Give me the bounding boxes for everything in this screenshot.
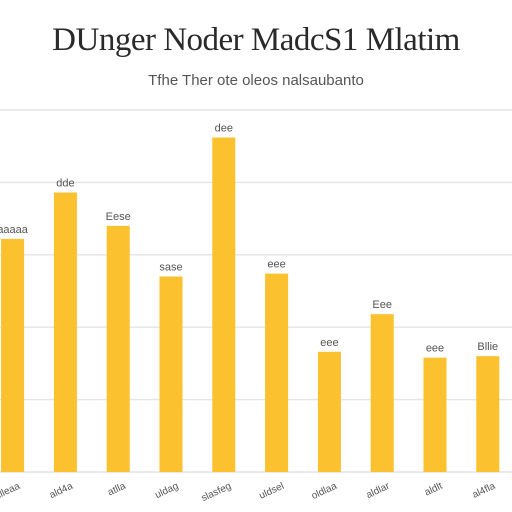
bar <box>265 273 289 472</box>
bar <box>1 238 25 472</box>
data-label: Eese <box>106 211 131 223</box>
chart-title: DUnger Noder MadcS1 Mlatim <box>52 22 460 58</box>
category-label: uldag <box>153 481 180 501</box>
category-label: atlla <box>106 481 128 499</box>
data-label: eee <box>267 259 285 271</box>
category-label: aldlar <box>365 480 392 501</box>
data-label: eee <box>320 337 338 349</box>
data-label: Bllie <box>477 341 498 353</box>
chart-subtitle: Tfhe Ther ote oleos nalsaubanto <box>148 72 364 89</box>
bar <box>53 192 77 472</box>
bar <box>317 351 341 472</box>
data-label: eee <box>426 343 444 355</box>
data-label: sase <box>159 262 182 274</box>
bar <box>159 276 183 472</box>
data-label: Eee <box>372 299 392 311</box>
data-label: dde <box>56 178 74 190</box>
data-label: aaaaa <box>0 224 29 236</box>
category-label: uldsel <box>258 481 286 502</box>
category-label: ald4a <box>48 481 75 501</box>
bar <box>476 356 500 472</box>
category-label: slasfeg <box>200 481 233 504</box>
data-label: dee <box>215 123 233 135</box>
bar <box>106 225 130 472</box>
category-label: al4fla <box>471 481 498 501</box>
bar <box>212 137 236 472</box>
bar <box>423 357 447 472</box>
category-label: aldlt <box>423 481 444 499</box>
category-label: alleaa <box>0 481 22 502</box>
bar <box>370 314 394 472</box>
category-label: oldlaa <box>310 481 339 502</box>
